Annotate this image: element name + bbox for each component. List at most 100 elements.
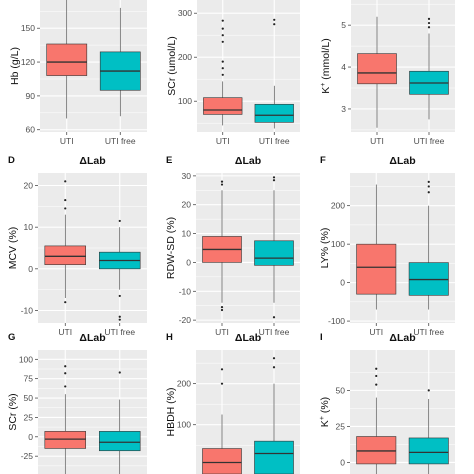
outlier-point [272, 357, 276, 360]
y-tick-label: 50 [24, 393, 34, 403]
y-tick-label: 3 [341, 104, 346, 114]
outlier-point [427, 185, 430, 188]
y-tick-label: 20 [182, 200, 192, 210]
outlier-point [64, 207, 67, 210]
chart-panel-9: 0 25 50 K+ (%) I ΔLab [319, 332, 455, 474]
chart-panel-7: -25 0 25 50 75 100 SCr (%) G ΔLab [7, 332, 147, 474]
x-tick-label: UTI free [259, 136, 290, 146]
y-tick-label: 50 [336, 385, 346, 395]
y-axis-title: HBDH (%) [165, 388, 177, 437]
y-axis-title: RDW-SD (%) [165, 217, 177, 279]
chart-panel-2: 100 200 300 UTI UTI free SCr (umol/L) [166, 0, 300, 146]
outlier-point [221, 67, 224, 70]
outlier-point [221, 27, 224, 30]
boxplot-uti [357, 16, 397, 128]
y-tick-label: 200 [331, 201, 345, 211]
y-tick-label: 0 [340, 278, 345, 288]
outlier-point [427, 389, 430, 392]
outlier-point [427, 180, 430, 183]
outlier-point [272, 316, 276, 319]
outlier-point [220, 183, 224, 186]
y-axis-title: LY% (%) [319, 228, 331, 269]
outlier-point [273, 18, 276, 21]
panel-plot-area [40, 0, 147, 132]
boxplot-uti [356, 184, 397, 310]
outlier-point [427, 17, 431, 20]
x-tick-label: UTI [370, 136, 384, 146]
y-tick-label: 0 [340, 457, 345, 467]
x-tick-label: UTI free [413, 327, 444, 337]
y-tick-label: -25 [21, 451, 34, 461]
chart-panel-1: 60 90 120 150 UTI UTI free Hb (g/L) [9, 0, 147, 146]
chart-panel-6: -100 0 100 200 UTI UTI free LY% (%) F ΔLab [319, 155, 455, 337]
y-tick-label: 150 [21, 23, 35, 33]
outlier-point [220, 368, 224, 371]
outlier-point [220, 308, 224, 312]
boxplot-uti [356, 367, 397, 474]
outlier-point [427, 21, 431, 25]
box-iqr [357, 53, 397, 85]
outlier-point [273, 23, 276, 26]
boxplot-uti-free [408, 180, 449, 310]
panel-plot-area [196, 350, 300, 474]
panel-letter: D [8, 155, 15, 166]
y-tick-label: 90 [26, 91, 36, 101]
boxplot-uti [44, 365, 86, 474]
y-tick-label: 10 [24, 222, 34, 232]
panel-title: ΔLab [79, 155, 105, 167]
outlier-point [221, 73, 224, 76]
y-axis-title: SCr (umol/L) [166, 36, 178, 96]
outlier-point [221, 40, 224, 43]
y-tick-label: 200 [178, 52, 192, 62]
box-iqr [356, 243, 397, 295]
y-tick-label: 200 [177, 379, 191, 389]
panel-title: ΔLab [79, 332, 105, 344]
outlier-point [118, 294, 121, 298]
x-tick-label: UTI free [259, 327, 290, 337]
y-axis-title: SCr (%) [7, 393, 19, 430]
y-tick-label: 0 [28, 432, 33, 442]
outlier-point [272, 366, 276, 369]
y-tick-label: -100 [328, 316, 345, 326]
y-axis-title: MCV (%) [7, 227, 19, 270]
boxplot-uti [203, 19, 243, 126]
boxplot-uti [46, 0, 88, 119]
outlier-point [220, 306, 224, 309]
box-iqr [99, 431, 141, 452]
panel-plot-area [351, 0, 455, 132]
boxplot-uti-free [254, 18, 294, 129]
box-iqr [203, 97, 243, 115]
y-tick-label: 100 [331, 239, 345, 249]
y-tick-label: 100 [177, 420, 191, 430]
boxplot-uti [202, 368, 242, 474]
y-tick-label: 60 [26, 125, 36, 135]
y-axis-title: K+ (mmol/L) [320, 38, 332, 93]
boxplot-uti-free [254, 357, 294, 474]
y-tick-label: 120 [21, 57, 35, 67]
y-tick-label: 100 [19, 354, 33, 364]
outlier-point [118, 371, 121, 374]
box-iqr [408, 437, 449, 465]
x-tick-label: UTI free [105, 136, 136, 146]
boxplot-uti-free [99, 7, 141, 117]
panel-plot-area [38, 173, 147, 323]
panel-title: ΔLab [235, 155, 261, 167]
y-tick-label: 0 [186, 257, 191, 267]
boxplot-uti-free [409, 17, 449, 120]
outlier-point [64, 301, 67, 304]
y-tick-label: 25 [336, 421, 346, 431]
chart-panel-4: -10 0 10 20 UTI UTI free MCV (%) D ΔLab [7, 155, 147, 337]
panel-plot-area [350, 350, 455, 474]
panel-title: ΔLab [235, 332, 261, 344]
y-axis-title: K+ (%) [319, 397, 331, 427]
y-axis-title: Hb (g/L) [9, 47, 21, 85]
x-tick-label: UTI [60, 136, 74, 146]
outlier-point [375, 374, 378, 378]
panel-background [38, 350, 147, 474]
outlier-point [118, 318, 121, 321]
panel-letter: G [8, 332, 15, 343]
boxplot-uti-free [408, 389, 449, 474]
y-tick-label: 10 [182, 229, 192, 239]
y-tick-label: -10 [179, 286, 192, 296]
